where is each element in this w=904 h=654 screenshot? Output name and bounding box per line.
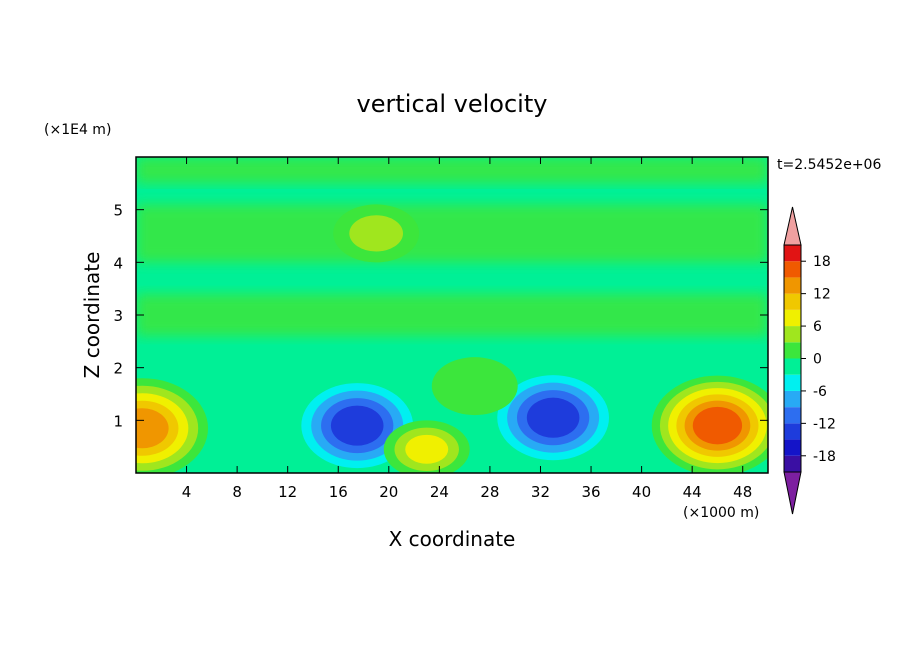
x-tick-label: 16 xyxy=(329,483,348,501)
colorbar-band xyxy=(784,423,801,440)
upper-band-0 xyxy=(136,293,768,337)
x-tick-label: 28 xyxy=(480,483,499,501)
chart-title: vertical velocity xyxy=(357,90,548,118)
colorbar-tick-label: 6 xyxy=(813,319,822,335)
colorbar-band xyxy=(784,277,801,294)
colorbar-band xyxy=(784,455,801,472)
colorbar-band xyxy=(784,309,801,327)
y-axis-ticks: 1 2 3 4 5 xyxy=(113,202,768,430)
colorbar-band xyxy=(784,342,801,359)
y-unit-label: (×1E4 m) xyxy=(44,122,111,138)
x-axis-label: X coordinate xyxy=(389,527,516,551)
contour-level xyxy=(330,405,384,446)
updraft-cell-4 xyxy=(651,375,768,473)
updraft-cell-2 xyxy=(383,420,470,473)
colorbar-tick-label: -12 xyxy=(813,416,836,432)
updraft-cell-6 xyxy=(431,357,518,416)
contour-level xyxy=(526,397,580,438)
colorbar-band xyxy=(784,390,801,408)
y-tick-label: 2 xyxy=(113,360,123,378)
colorbar-max-arrow xyxy=(783,206,802,246)
y-tick-label: 5 xyxy=(113,202,123,220)
updraft-cell-5 xyxy=(333,204,420,263)
contour-level xyxy=(692,406,743,445)
x-tick-label: 12 xyxy=(278,483,297,501)
colorbar-tick-label: 18 xyxy=(813,254,831,270)
x-tick-label: 36 xyxy=(581,483,600,501)
downdraft-cell-3 xyxy=(487,367,619,468)
colorbar-tick-label: 12 xyxy=(813,287,831,303)
contour-field xyxy=(136,157,768,473)
updraft-cell-0 xyxy=(136,378,209,473)
x-tick-label: 24 xyxy=(430,483,449,501)
colorbar-band xyxy=(784,407,801,424)
x-tick-label: 8 xyxy=(232,483,242,501)
colorbar: 18 12 6 0 -6 -12 -18 xyxy=(783,206,836,515)
upper-band-1 xyxy=(136,204,768,263)
colorbar-band xyxy=(784,374,801,391)
x-unit-label: (×1000 m) xyxy=(683,505,759,521)
y-tick-label: 3 xyxy=(113,307,123,325)
colorbar-min-arrow xyxy=(783,471,802,515)
colorbar-band xyxy=(784,261,801,278)
colorbar-tick-label: -18 xyxy=(813,449,836,465)
colorbar-band xyxy=(784,245,801,262)
contour-level xyxy=(136,408,169,449)
colorbar-band xyxy=(784,439,801,456)
colorbar-band xyxy=(784,293,801,310)
time-label: t=2.5452e+06 xyxy=(777,157,881,173)
x-tick-label: 44 xyxy=(683,483,702,501)
upper-band-2 xyxy=(136,157,768,184)
x-tick-label: 4 xyxy=(182,483,192,501)
contour-level xyxy=(349,215,404,252)
y-axis-label: Z coordinate xyxy=(80,252,104,379)
x-tick-label: 32 xyxy=(531,483,550,501)
colorbar-tick-label: 0 xyxy=(813,352,822,368)
x-tick-label: 48 xyxy=(733,483,752,501)
colorbar-band xyxy=(784,358,801,375)
colorbar-band xyxy=(784,326,801,343)
y-tick-label: 4 xyxy=(113,254,123,272)
contour-level xyxy=(405,434,449,464)
y-tick-label: 1 xyxy=(113,412,123,430)
contour-level xyxy=(431,357,518,416)
x-tick-label: 40 xyxy=(632,483,651,501)
x-axis-ticks: 4 8 12 16 20 24 28 32 36 40 44 48 xyxy=(182,157,752,501)
colorbar-tick-label: -6 xyxy=(813,384,827,400)
x-tick-label: 20 xyxy=(379,483,398,501)
